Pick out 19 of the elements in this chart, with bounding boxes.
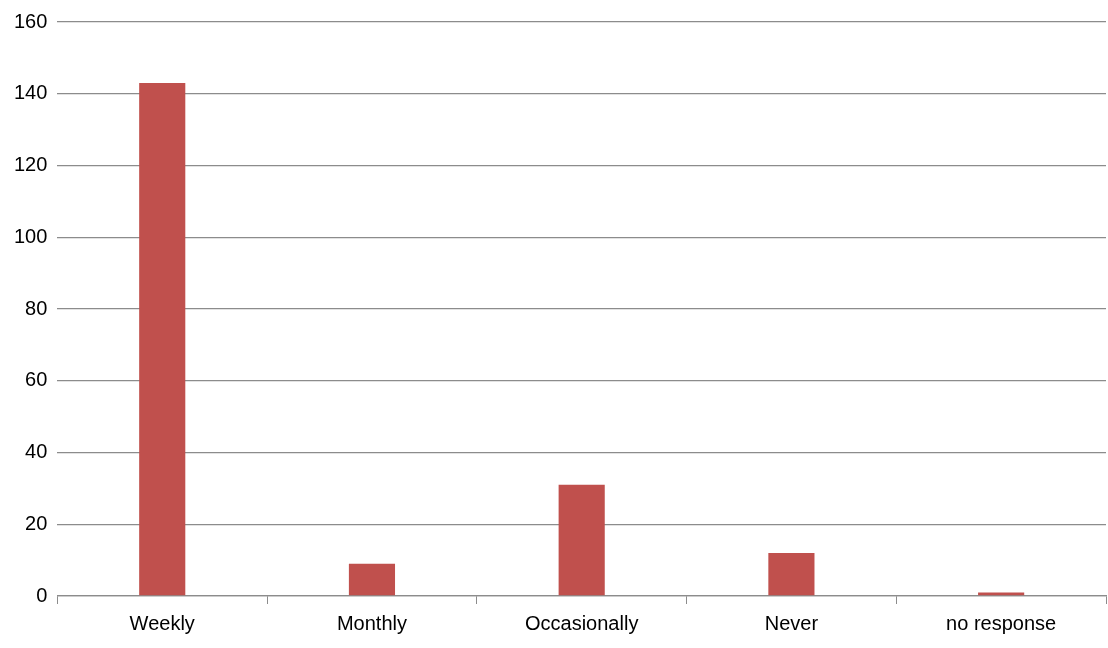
y-tick-label: 20 xyxy=(25,511,48,534)
x-tick-label: no response xyxy=(946,611,1057,634)
bar xyxy=(978,592,1025,596)
y-tick-label: 80 xyxy=(25,296,48,319)
y-tick-label: 120 xyxy=(13,153,48,176)
y-tick-label: 60 xyxy=(25,368,48,391)
bar xyxy=(768,552,815,596)
x-tick-label: Occasionally xyxy=(524,611,639,634)
y-tick-label: 40 xyxy=(25,440,48,463)
bar xyxy=(558,484,605,596)
bar xyxy=(348,563,396,596)
y-tick-label: 0 xyxy=(36,583,48,606)
x-tick-label: Never xyxy=(764,611,819,634)
x-tick-label: Monthly xyxy=(336,611,407,634)
y-tick-label: 100 xyxy=(13,224,48,247)
y-tick-label: 160 xyxy=(13,9,48,32)
x-tick-label: Weekly xyxy=(129,611,195,634)
y-tick-label: 140 xyxy=(13,81,48,104)
bar xyxy=(139,82,186,596)
